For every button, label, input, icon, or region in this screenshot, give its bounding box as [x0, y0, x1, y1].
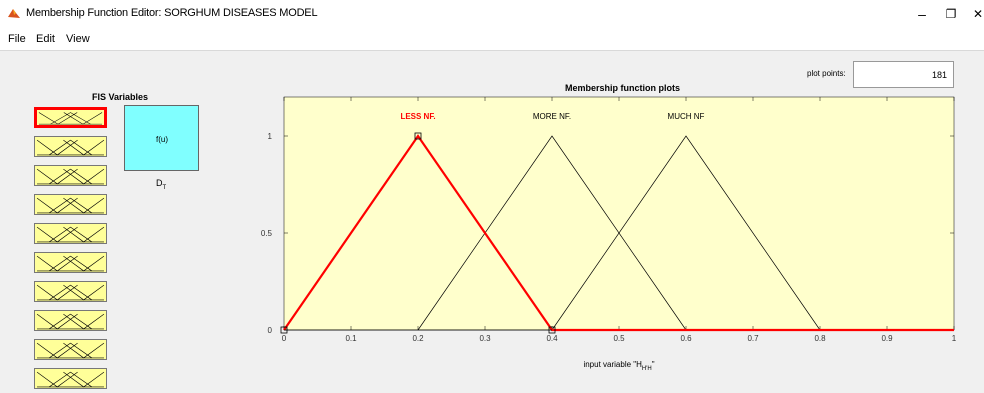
- mf-label: MUCH NF: [668, 112, 705, 121]
- output-variable-box[interactable]: f(u): [124, 105, 199, 171]
- menu-file[interactable]: File: [8, 33, 26, 45]
- x-tick-label: 0.4: [546, 334, 558, 343]
- input-variable-box[interactable]: [34, 252, 107, 273]
- input-variable-box[interactable]: [34, 339, 107, 360]
- menu-edit[interactable]: Edit: [36, 33, 55, 45]
- fis-variables-title: FIS Variables: [92, 92, 149, 102]
- mf-thumbnail-icon: [36, 284, 105, 301]
- mf-curve: [417, 135, 687, 331]
- x-tick-label: 0: [282, 334, 287, 343]
- mf-thumbnail-icon: [36, 313, 105, 330]
- y-tick-label: 0.5: [261, 229, 273, 238]
- membership-function-plot[interactable]: 0 0.1 0.2 0.3 0.4 0.5 0.6 0.7 0.8 0.9 1 0 0.5 1 MORE …: [250, 91, 970, 381]
- matlab-icon: [8, 9, 20, 18]
- minimize-button[interactable]: –: [918, 6, 926, 22]
- y-tick-label: 0: [268, 326, 273, 335]
- output-function-label: f(u): [156, 135, 168, 144]
- menu-bar: File Edit View: [0, 28, 984, 51]
- x-tick-label: 0.8: [814, 334, 826, 343]
- x-tick-label: 0.6: [680, 334, 692, 343]
- mf-thumbnail-icon: [38, 112, 103, 125]
- input-variable-box[interactable]: [34, 194, 107, 215]
- mf-curve: [551, 135, 821, 331]
- x-tick-label: 0.9: [881, 334, 893, 343]
- menu-view[interactable]: View: [66, 33, 90, 45]
- plot-points-value: 181: [931, 70, 947, 80]
- x-tick-label: 0.7: [747, 334, 759, 343]
- plot-area: [283, 96, 955, 331]
- input-variable-box[interactable]: [34, 281, 107, 302]
- x-tick-label: 0.5: [613, 334, 625, 343]
- mf-curve: [283, 134, 954, 332]
- mf-vertex-handle: [414, 132, 422, 140]
- input-variable-box[interactable]: [34, 136, 107, 157]
- output-variable-name: DT: [156, 178, 167, 191]
- mf-thumbnail-icon: [36, 197, 105, 214]
- mf-thumbnail-icon: [36, 371, 105, 388]
- input-variable-box[interactable]: [34, 165, 107, 186]
- window-title: Membership Function Editor: SORGHUM DISE…: [26, 7, 318, 19]
- editor-content: FIS Variables f(u) DT plot points: 181 M…: [0, 51, 984, 390]
- x-axis-label: input variable "HH'H": [583, 360, 654, 372]
- x-tick-label: 1: [952, 334, 957, 343]
- input-variable-box[interactable]: [34, 368, 107, 389]
- mf-thumbnail-icon: [36, 139, 105, 156]
- mf-label: LESS NF.: [400, 112, 435, 121]
- plot-points-input[interactable]: 181: [853, 61, 954, 88]
- mf-thumbnail-icon: [36, 255, 105, 272]
- x-tick-label: 0.3: [479, 334, 491, 343]
- plot-title: Membership function plots: [565, 83, 681, 93]
- restore-button[interactable]: ❐: [945, 7, 957, 21]
- mf-thumbnail-icon: [36, 226, 105, 243]
- mf-thumbnail-icon: [36, 342, 105, 359]
- input-variable-box[interactable]: [34, 310, 107, 331]
- x-tick-label: 0.2: [412, 334, 424, 343]
- x-tick-label: 0.1: [345, 334, 357, 343]
- close-button[interactable]: ✕: [972, 7, 984, 21]
- title-bar: Membership Function Editor: SORGHUM DISE…: [0, 0, 984, 28]
- plot-points-label: plot points:: [807, 69, 846, 78]
- input-variable-box[interactable]: [34, 107, 107, 128]
- mf-thumbnail-icon: [36, 168, 105, 185]
- mf-label: MORE NF.: [533, 112, 571, 121]
- y-tick-label: 1: [268, 132, 273, 141]
- input-variable-box[interactable]: [34, 223, 107, 244]
